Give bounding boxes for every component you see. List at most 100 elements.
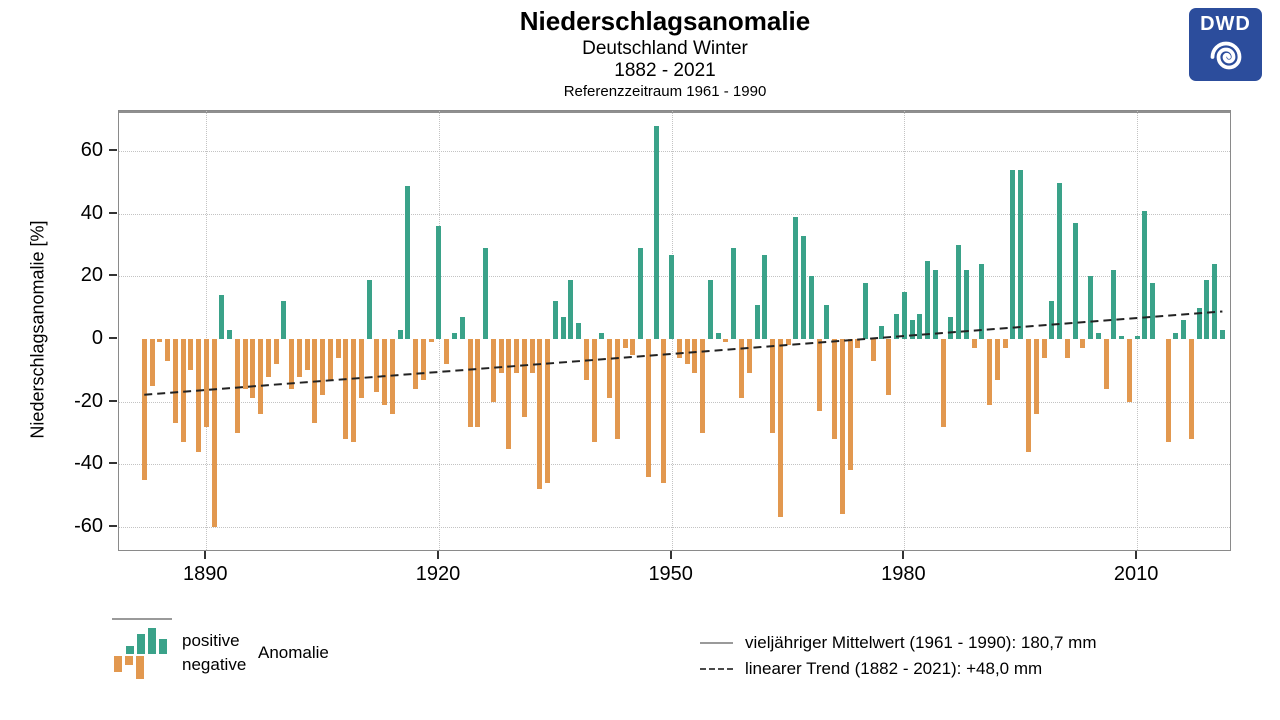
bar-2012 [1150,282,1156,339]
x-tick-label: 1980 [881,563,926,585]
bar-1948 [653,126,659,339]
bar-1957 [723,339,729,343]
bar-1974 [855,339,861,349]
legend-anomaly-label: Anomalie [258,643,329,662]
bar-1910 [358,339,364,399]
bar-1980 [901,292,907,339]
bar-1960 [746,339,752,374]
bar-1998 [1041,339,1047,358]
bar-2002 [1072,223,1078,339]
bar-2000 [1057,182,1062,339]
y-tick-mark [109,211,117,214]
dwd-logo: DWD [1189,8,1262,81]
bar-1973 [847,339,853,471]
bar-1962 [762,254,768,339]
y-tick-label: -20 [74,389,103,412]
bar-1988 [963,270,969,339]
y-tick-mark [109,337,117,339]
mean-zero-line [119,111,1230,113]
bar-2019 [1204,279,1210,339]
bar-1951 [676,339,682,358]
bar-2016 [1181,320,1187,339]
bar-1946 [638,248,644,339]
h-gridline [119,401,1230,403]
bar-1986 [948,317,954,339]
bar-1929 [506,339,512,449]
legend-anomaly: positive negative Anomalie [112,618,352,688]
bar-1984 [932,270,938,339]
y-tick-mark [109,524,117,527]
bar-1993 [1002,339,1008,349]
bar-1897 [258,339,264,415]
bar-1883 [149,339,155,386]
bar-2010 [1134,335,1140,339]
bar-1896 [250,339,256,399]
bar-1991 [987,339,993,405]
bar-1963 [770,339,776,433]
trend-line-swatch [700,668,733,670]
bar-1930 [514,339,520,374]
bar-2001 [1064,339,1070,358]
y-tick-label: -40 [74,452,103,475]
mean-line-label: vieljähriger Mittelwert (1961 - 1990): 1… [745,633,1097,652]
bar-1901 [289,339,295,390]
bar-1886 [172,339,178,424]
bar-1944 [622,339,628,349]
bar-1908 [343,339,349,440]
bar-1934 [545,339,551,483]
x-tick-mark [669,551,672,559]
bar-1971 [832,339,838,440]
bar-1997 [1033,339,1039,415]
chart-title: Niederschlagsanomalie [519,6,811,36]
bar-1915 [397,329,403,339]
bar-1987 [956,245,962,339]
bar-2020 [1212,263,1218,339]
bar-1920 [436,226,442,339]
plot-area [118,110,1231,551]
bar-1981 [909,320,915,339]
legend-lines: vieljähriger Mittelwert (1961 - 1990): 1… [700,632,1180,688]
bar-2015 [1173,332,1179,339]
x-tick-mark [902,551,905,559]
bar-1956 [715,332,721,339]
bar-1966 [793,216,799,339]
bar-1892 [219,295,225,339]
bar-1939 [583,339,589,380]
y-tick-mark [109,399,117,402]
bar-1917 [413,339,419,390]
bar-1977 [878,326,884,339]
bar-1999 [1049,301,1055,339]
bar-1950 [669,254,675,339]
bar-1893 [227,329,233,339]
bar-2003 [1080,339,1086,349]
bar-1898 [265,339,271,377]
v-gridline [1137,111,1139,550]
bar-1907 [335,339,341,358]
bar-1964 [777,339,783,518]
bar-2018 [1196,307,1202,339]
bar-2011 [1142,210,1148,339]
bar-1979 [894,313,900,339]
bar-1959 [738,339,744,399]
legend-icon-positive-bar [137,634,145,654]
bar-1900 [281,301,287,339]
legend-icon-positive-bar [148,628,156,654]
bar-1996 [1025,339,1031,452]
bar-1925 [475,339,481,427]
bar-1918 [420,339,426,380]
bar-2004 [1088,276,1094,339]
bar-1887 [180,339,186,443]
legend-icon-negative-bar [114,656,122,672]
bar-1882 [141,339,147,480]
legend-icon-baseline [112,618,172,620]
bar-1922 [452,332,457,339]
bar-2017 [1188,339,1194,440]
bar-1989 [971,339,977,349]
bar-1928 [498,339,504,374]
bar-1924 [467,339,473,427]
bar-1970 [824,304,830,339]
bar-1935 [552,301,558,339]
bar-1914 [389,339,395,415]
bar-2006 [1103,339,1109,390]
y-tick-label: 0 [91,327,103,349]
